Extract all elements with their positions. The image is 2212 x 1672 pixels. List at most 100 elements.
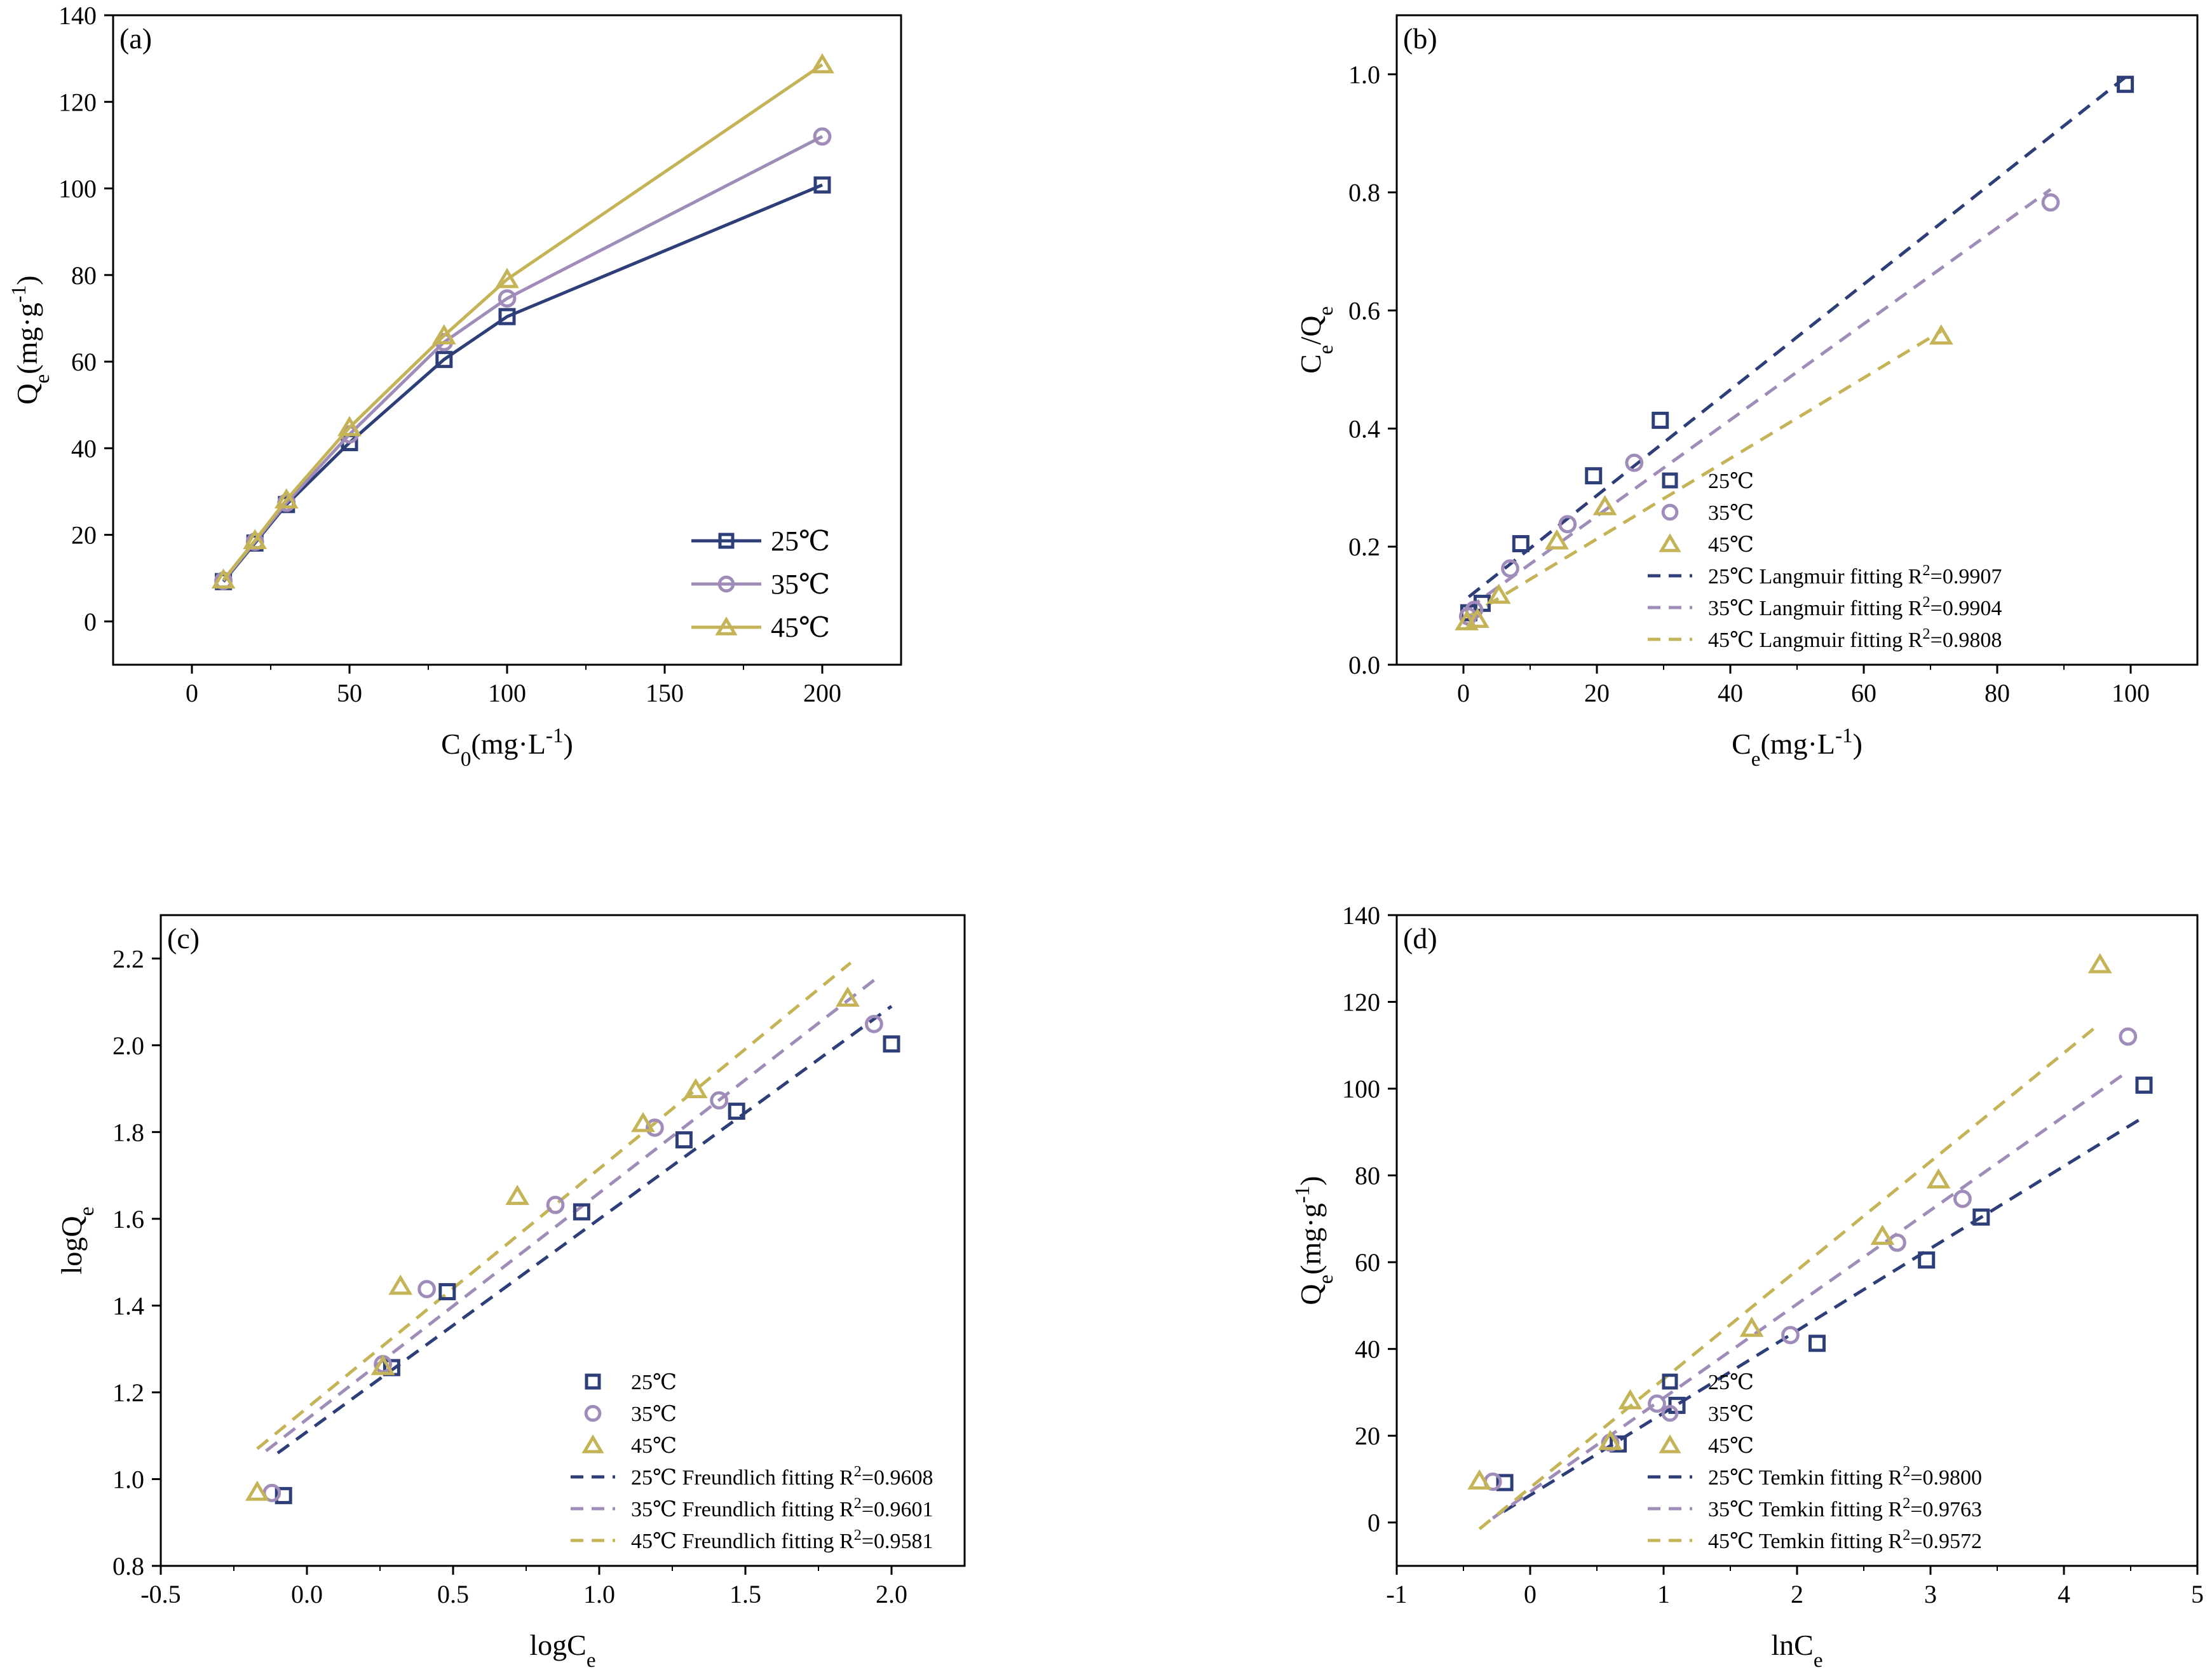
legend-entry: 25℃ xyxy=(771,526,830,557)
plot-frame xyxy=(112,14,902,666)
x-tick-label: 0 xyxy=(186,679,198,707)
y-tick-label: 0.4 xyxy=(1348,414,1380,443)
data-point xyxy=(1545,529,1569,550)
data-point xyxy=(1501,559,1519,578)
x-tick-label: 3 xyxy=(1924,1580,1937,1608)
x-tick-label: 100 xyxy=(488,679,526,707)
data-point xyxy=(388,1274,413,1295)
data-point xyxy=(211,568,236,589)
y-tick-label: 0.8 xyxy=(112,1552,144,1580)
legend-marker xyxy=(718,533,735,549)
data-point xyxy=(631,1111,655,1132)
y-tick-label: 140 xyxy=(1342,901,1380,930)
y-tick-label: 120 xyxy=(1342,988,1380,1017)
data-point xyxy=(1592,494,1617,515)
x-tick-label: 0 xyxy=(1524,1580,1537,1608)
data-point xyxy=(275,1486,292,1504)
y-tick-label: 80 xyxy=(71,261,97,290)
data-point xyxy=(728,1103,745,1120)
legend-entry: 35℃ xyxy=(1708,1403,1754,1426)
x-tick-label: 2 xyxy=(1791,1580,1803,1608)
fit-line-3 xyxy=(256,962,852,1450)
y-tick-label: 120 xyxy=(58,88,97,116)
legend-fit-entry: 45℃ Langmuir fitting R2=0.9808 xyxy=(1708,625,2002,653)
y-tick-label: 60 xyxy=(1355,1248,1380,1277)
y-tick-label: 40 xyxy=(71,434,97,463)
data-point xyxy=(1739,1316,1764,1337)
y-tick-label: 1.6 xyxy=(112,1205,144,1234)
data-point xyxy=(1625,453,1644,472)
data-point xyxy=(675,1131,693,1149)
data-point xyxy=(865,1014,883,1033)
panel-label: (a) xyxy=(119,22,152,55)
legend-marker xyxy=(1662,472,1678,489)
data-point xyxy=(1781,1326,1800,1345)
x-axis-title: C0(mg·L-1) xyxy=(441,724,573,771)
legend-fit-entry: 35℃ Langmuir fitting R2=0.9904 xyxy=(1708,594,2002,621)
legend-marker xyxy=(581,1434,604,1453)
y-tick-label: 1.8 xyxy=(112,1118,144,1146)
fit-line-2 xyxy=(1491,1070,2129,1519)
legend-fit-entry: 45℃ Temkin fitting R2=0.9572 xyxy=(1708,1526,1982,1554)
legend-marker xyxy=(1661,503,1679,521)
data-point xyxy=(813,176,831,194)
y-tick-label: 2.2 xyxy=(112,944,144,973)
legend-marker xyxy=(1661,1404,1679,1422)
data-point xyxy=(1929,324,1953,345)
data-point xyxy=(1808,1335,1826,1352)
fit-line-2 xyxy=(265,979,875,1453)
chart-panel-4: -1 0 1 2 3 4 5 0 20 40 60 80 100 120 140 lnCe Qe(mg·g-1)… xyxy=(1291,901,2204,1672)
series-line-2 xyxy=(222,135,824,582)
x-tick-label: 0.0 xyxy=(291,1580,323,1608)
x-tick-label: 1.0 xyxy=(583,1580,615,1608)
legend-fit-entry: 25℃ Freundlich fitting R2=0.9608 xyxy=(631,1463,933,1490)
data-point xyxy=(1486,583,1511,604)
legend: 25℃ 35℃ 45℃ 25℃ Temkin fitting R2=0.9800 35℃… xyxy=(1648,1371,1982,1553)
data-point xyxy=(1618,1389,1643,1410)
y-axis-title: Ce/Qe xyxy=(1294,306,1338,374)
data-point xyxy=(1972,1208,1990,1226)
data-point xyxy=(646,1118,664,1137)
fit-line-3 xyxy=(1465,329,1943,619)
y-tick-label: 20 xyxy=(71,521,97,550)
legend-entry: 35℃ xyxy=(771,569,830,600)
data-point xyxy=(337,416,362,437)
legend: 25℃ 35℃ 45℃ 25℃ Langmuir fitting R2=0.9907 3… xyxy=(1648,470,2002,652)
data-point xyxy=(1512,535,1530,553)
y-tick-label: 1.0 xyxy=(112,1465,144,1493)
data-point xyxy=(1953,1190,1972,1208)
data-point xyxy=(495,268,519,289)
y-tick-label: 0.2 xyxy=(1348,533,1380,561)
x-axis-title: lnCe xyxy=(1771,1629,1822,1672)
legend-marker xyxy=(715,616,738,635)
legend-marker xyxy=(717,575,735,593)
data-point xyxy=(370,1354,395,1375)
x-tick-label: 1 xyxy=(1657,1580,1670,1608)
data-point xyxy=(683,1078,708,1099)
legend-marker xyxy=(1662,1373,1678,1390)
x-tick-label: 60 xyxy=(1851,679,1876,707)
legend-entry: 45℃ xyxy=(1708,533,1754,557)
data-point xyxy=(2119,1027,2138,1046)
legend-marker xyxy=(584,1404,602,1422)
panel-label: (c) xyxy=(167,922,200,955)
legend-entry: 25℃ xyxy=(1708,1371,1754,1394)
fit-line-1 xyxy=(276,1005,893,1455)
x-tick-label: 200 xyxy=(803,679,841,707)
y-tick-label: 1.2 xyxy=(112,1378,144,1407)
fit-line-1 xyxy=(1467,76,2127,599)
data-point xyxy=(810,53,834,74)
data-point xyxy=(2087,953,2112,974)
y-tick-label: 20 xyxy=(1355,1422,1380,1450)
data-point xyxy=(1496,1474,1514,1492)
data-point xyxy=(498,308,516,325)
y-axis-title: Qe(mg·g-1) xyxy=(1291,1176,1338,1305)
x-tick-label: 4 xyxy=(2058,1580,2070,1608)
panel-label: (d) xyxy=(1403,922,1437,955)
data-point xyxy=(1598,1429,1622,1450)
y-tick-label: 0 xyxy=(1367,1509,1380,1537)
chart-panel-2: 0 20 40 60 80 100 0.0 0.2 0.4 0.6 0.8 1.0 Ce(mg·L-1)… xyxy=(1294,14,2199,771)
x-tick-label: 40 xyxy=(1718,679,1743,707)
legend-fit-entry: 25℃ Temkin fitting R2=0.9800 xyxy=(1708,1463,1982,1490)
